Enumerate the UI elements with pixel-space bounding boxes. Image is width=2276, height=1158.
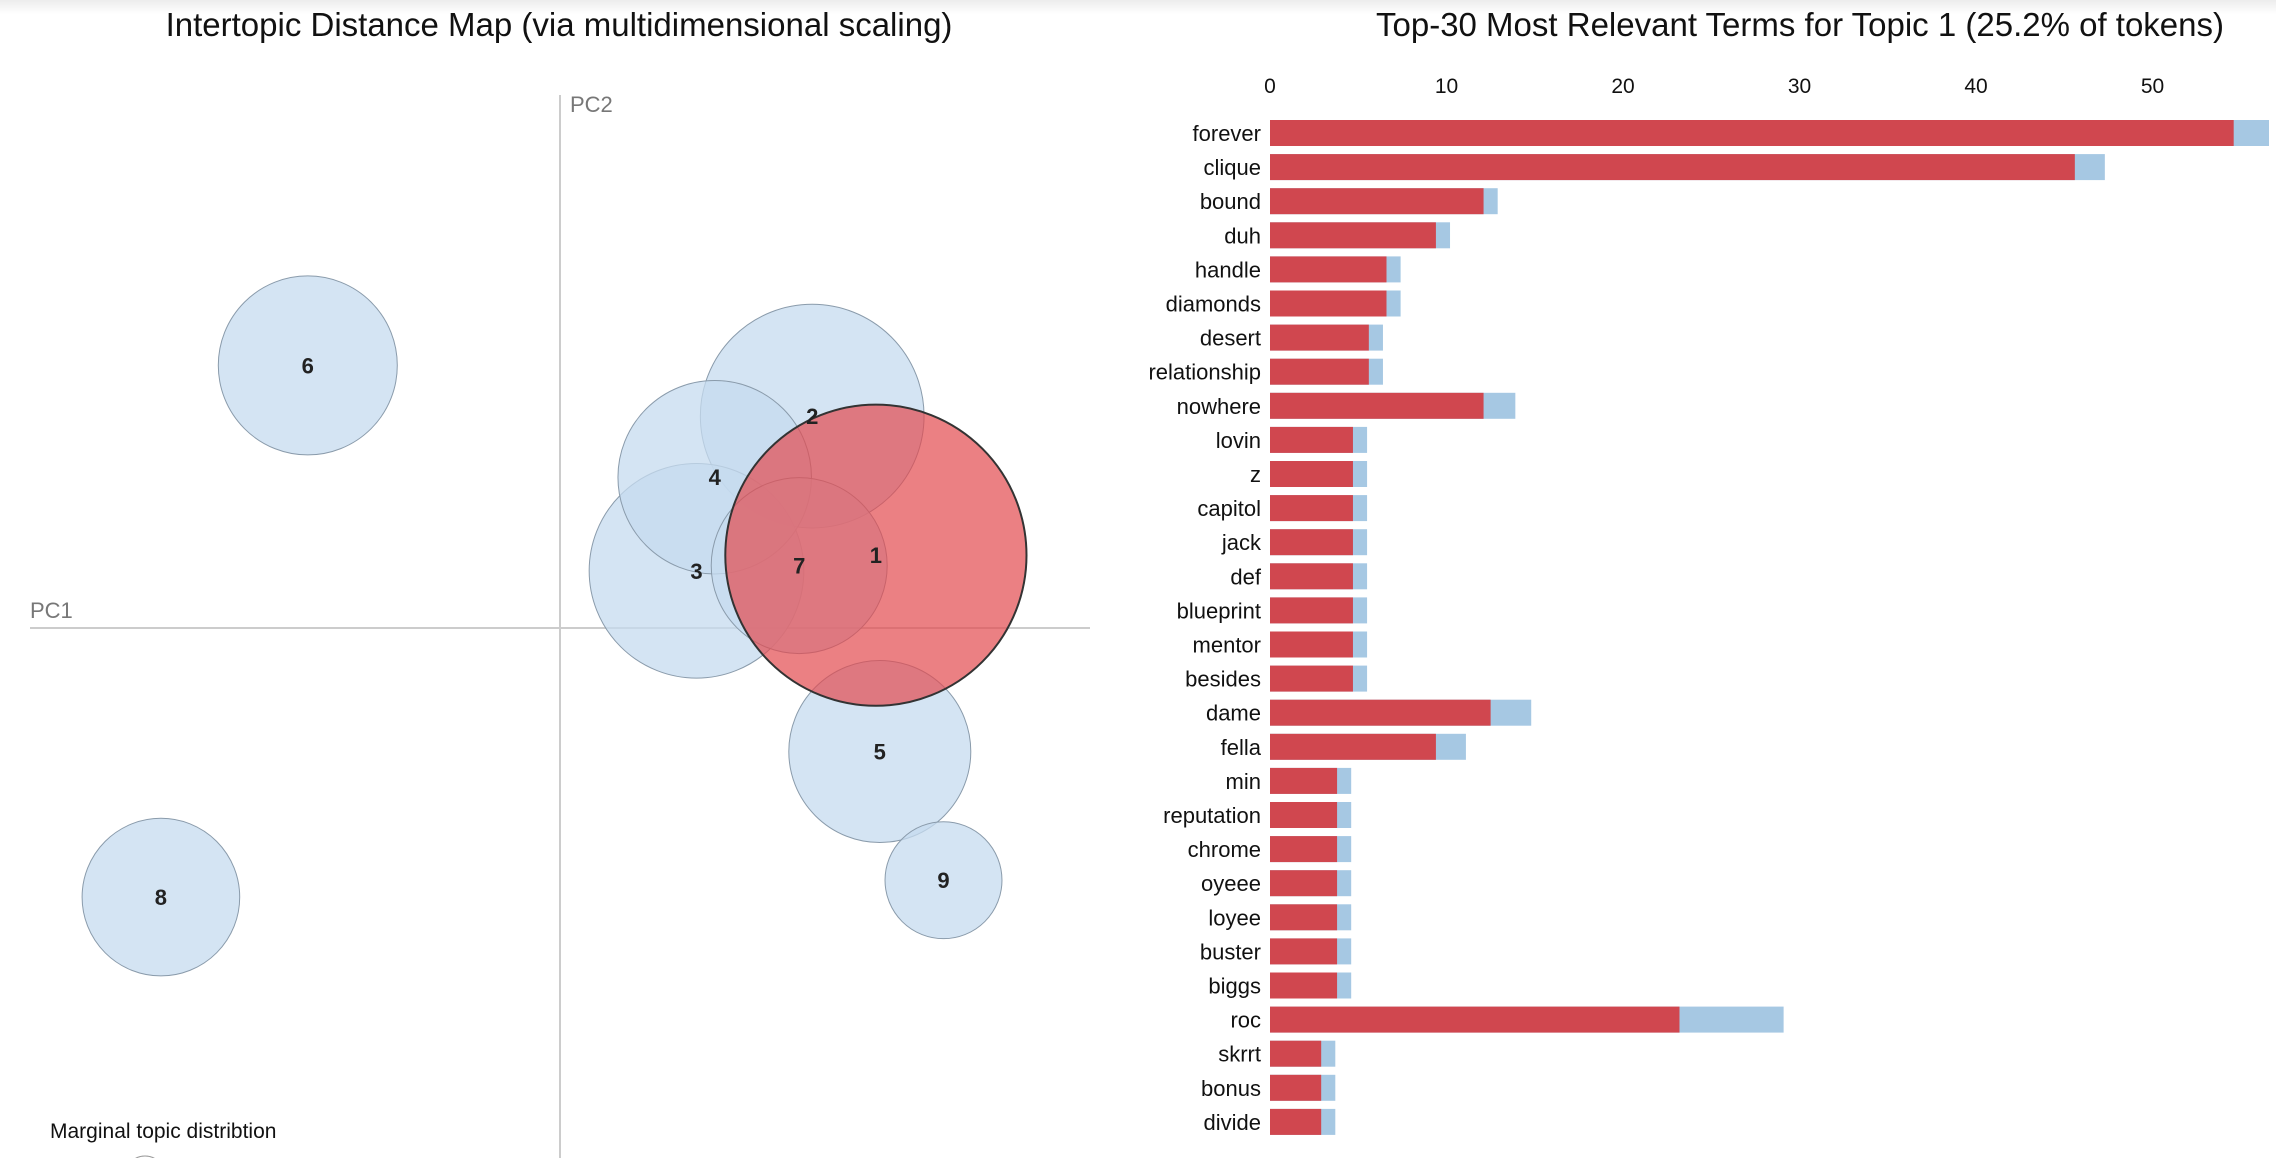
topic-label-7: 7 xyxy=(793,554,805,579)
term-label-buster[interactable]: buster xyxy=(1200,939,1261,964)
topic-frequency-bar-handle[interactable] xyxy=(1270,256,1387,283)
topic-label-6: 6 xyxy=(302,353,314,378)
topic-frequency-bar-biggs[interactable] xyxy=(1270,972,1338,999)
topic-bubble-9[interactable] xyxy=(884,821,1003,940)
topic-frequency-bar-buster[interactable] xyxy=(1270,938,1338,965)
marginal-distribution-legend-circle xyxy=(135,1155,155,1158)
term-label-z[interactable]: z xyxy=(1250,462,1261,487)
topic-frequency-bar-forever[interactable] xyxy=(1270,120,2234,146)
term-label-forever[interactable]: forever xyxy=(1193,121,1261,146)
topic-frequency-bar-reputation[interactable] xyxy=(1270,802,1338,828)
term-label-chrome[interactable]: chrome xyxy=(1188,837,1261,862)
topic-frequency-bar-clique[interactable] xyxy=(1270,154,2075,181)
topic-frequency-bar-duh[interactable] xyxy=(1270,222,1436,249)
term-label-skrrt[interactable]: skrrt xyxy=(1218,1042,1261,1067)
topic-label-2: 2 xyxy=(806,404,818,429)
term-label-desert[interactable]: desert xyxy=(1200,326,1261,351)
term-label-capitol[interactable]: capitol xyxy=(1197,496,1261,521)
topic-frequency-bar-chrome[interactable] xyxy=(1270,836,1338,863)
term-label-bound[interactable]: bound xyxy=(1200,189,1261,214)
x-tick-label-30: 30 xyxy=(1788,75,1811,98)
topic-frequency-bar-z[interactable] xyxy=(1270,461,1353,487)
topic-frequency-bar-mentor[interactable] xyxy=(1270,631,1353,658)
x-tick-label-40: 40 xyxy=(1964,75,1987,98)
term-label-reputation[interactable]: reputation xyxy=(1163,803,1261,828)
topic-frequency-bar-bound[interactable] xyxy=(1270,188,1484,215)
intertopic-map: PC1 PC2 1 2 3 4 5 6 7 8 9 Marginal topic distrib… xyxy=(30,92,1090,1158)
term-label-bonus[interactable]: bonus xyxy=(1201,1076,1261,1101)
intertopic-map-title: Intertopic Distance Map (via multidimens… xyxy=(165,6,953,43)
term-label-dame[interactable]: dame xyxy=(1206,701,1261,726)
x-tick-label-10: 10 xyxy=(1435,75,1458,98)
term-label-nowhere[interactable]: nowhere xyxy=(1177,394,1261,419)
term-label-blueprint[interactable]: blueprint xyxy=(1177,598,1261,623)
topic-frequency-bar-fella[interactable] xyxy=(1270,733,1436,760)
term-label-min[interactable]: min xyxy=(1226,769,1261,794)
marginal-distribution-legend-label: Marginal topic distribtion xyxy=(50,1120,276,1143)
term-label-duh[interactable]: duh xyxy=(1224,223,1261,248)
topic-bubble-labels: 1 2 3 4 5 6 7 8 9 xyxy=(155,353,950,910)
pc2-axis-label: PC2 xyxy=(570,92,613,117)
topic-label-5: 5 xyxy=(874,740,886,765)
top-shade xyxy=(0,0,2276,14)
topic-frequency-bar-def[interactable] xyxy=(1270,563,1353,590)
term-label-roc[interactable]: roc xyxy=(1230,1008,1261,1033)
relevant-terms-bar-chart: 0 10 20 30 40 50 forever clique bound duh handle d… xyxy=(1148,75,2269,1135)
x-tick-label-50: 50 xyxy=(2141,75,2164,98)
term-labels: forever clique bound duh handle diamonds deser… xyxy=(1148,121,1262,1135)
topic-frequency-bar-loyee[interactable] xyxy=(1270,904,1338,931)
x-tick-label-0: 0 xyxy=(1264,75,1276,98)
term-label-fella[interactable]: fella xyxy=(1221,735,1262,760)
topic-bubble-1[interactable] xyxy=(724,403,1028,707)
topic-label-8: 8 xyxy=(155,885,167,910)
topic-frequency-bar-capitol[interactable] xyxy=(1270,495,1353,522)
topic-label-4: 4 xyxy=(709,465,722,490)
term-label-def[interactable]: def xyxy=(1230,564,1261,589)
term-label-relationship[interactable]: relationship xyxy=(1148,360,1261,385)
relevant-terms-title: Top-30 Most Relevant Terms for Topic 1 (… xyxy=(1375,6,2225,43)
topic-frequency-bar-oyeee[interactable] xyxy=(1270,870,1338,897)
topic-label-3: 3 xyxy=(690,559,702,584)
term-label-mentor[interactable]: mentor xyxy=(1193,633,1261,658)
term-label-clique[interactable]: clique xyxy=(1204,155,1261,180)
term-label-biggs[interactable]: biggs xyxy=(1208,974,1261,999)
term-label-divide[interactable]: divide xyxy=(1204,1110,1261,1135)
topic-frequency-bar-diamonds[interactable] xyxy=(1270,290,1387,317)
topic-label-9: 9 xyxy=(937,868,949,893)
topic-frequency-bar-divide[interactable] xyxy=(1270,1108,1322,1135)
x-axis-ticks: 0 10 20 30 40 50 xyxy=(1264,75,2164,98)
term-label-diamonds[interactable]: diamonds xyxy=(1166,292,1261,317)
term-bars xyxy=(1270,120,2269,1135)
topic-frequency-bar-blueprint[interactable] xyxy=(1270,597,1353,624)
topic-bubble-8[interactable] xyxy=(81,817,241,977)
term-label-lovin[interactable]: lovin xyxy=(1216,428,1261,453)
topic-frequency-bar-lovin[interactable] xyxy=(1270,426,1353,453)
term-label-besides[interactable]: besides xyxy=(1185,667,1261,692)
pc1-axis-label: PC1 xyxy=(30,598,73,623)
topic-bubbles xyxy=(81,275,1028,977)
topic-frequency-bar-bonus[interactable] xyxy=(1270,1074,1322,1101)
topic-frequency-bar-roc[interactable] xyxy=(1270,1006,1680,1033)
topic-frequency-bar-dame[interactable] xyxy=(1270,699,1491,726)
term-label-loyee[interactable]: loyee xyxy=(1208,905,1261,930)
topic-bubble-6[interactable] xyxy=(217,275,398,456)
topic-frequency-bar-desert[interactable] xyxy=(1270,324,1369,351)
topic-frequency-bar-jack[interactable] xyxy=(1270,529,1353,556)
term-label-jack[interactable]: jack xyxy=(1221,530,1262,555)
topic-frequency-bar-min[interactable] xyxy=(1270,767,1338,794)
topic-frequency-bar-besides[interactable] xyxy=(1270,665,1353,692)
x-tick-label-20: 20 xyxy=(1611,75,1634,98)
term-label-handle[interactable]: handle xyxy=(1195,257,1261,282)
topic-frequency-bar-relationship[interactable] xyxy=(1270,358,1369,385)
term-label-oyeee[interactable]: oyeee xyxy=(1201,871,1261,896)
topic-label-1: 1 xyxy=(870,543,882,568)
topic-frequency-bar-nowhere[interactable] xyxy=(1270,392,1484,419)
topic-frequency-bar-skrrt[interactable] xyxy=(1270,1040,1322,1067)
